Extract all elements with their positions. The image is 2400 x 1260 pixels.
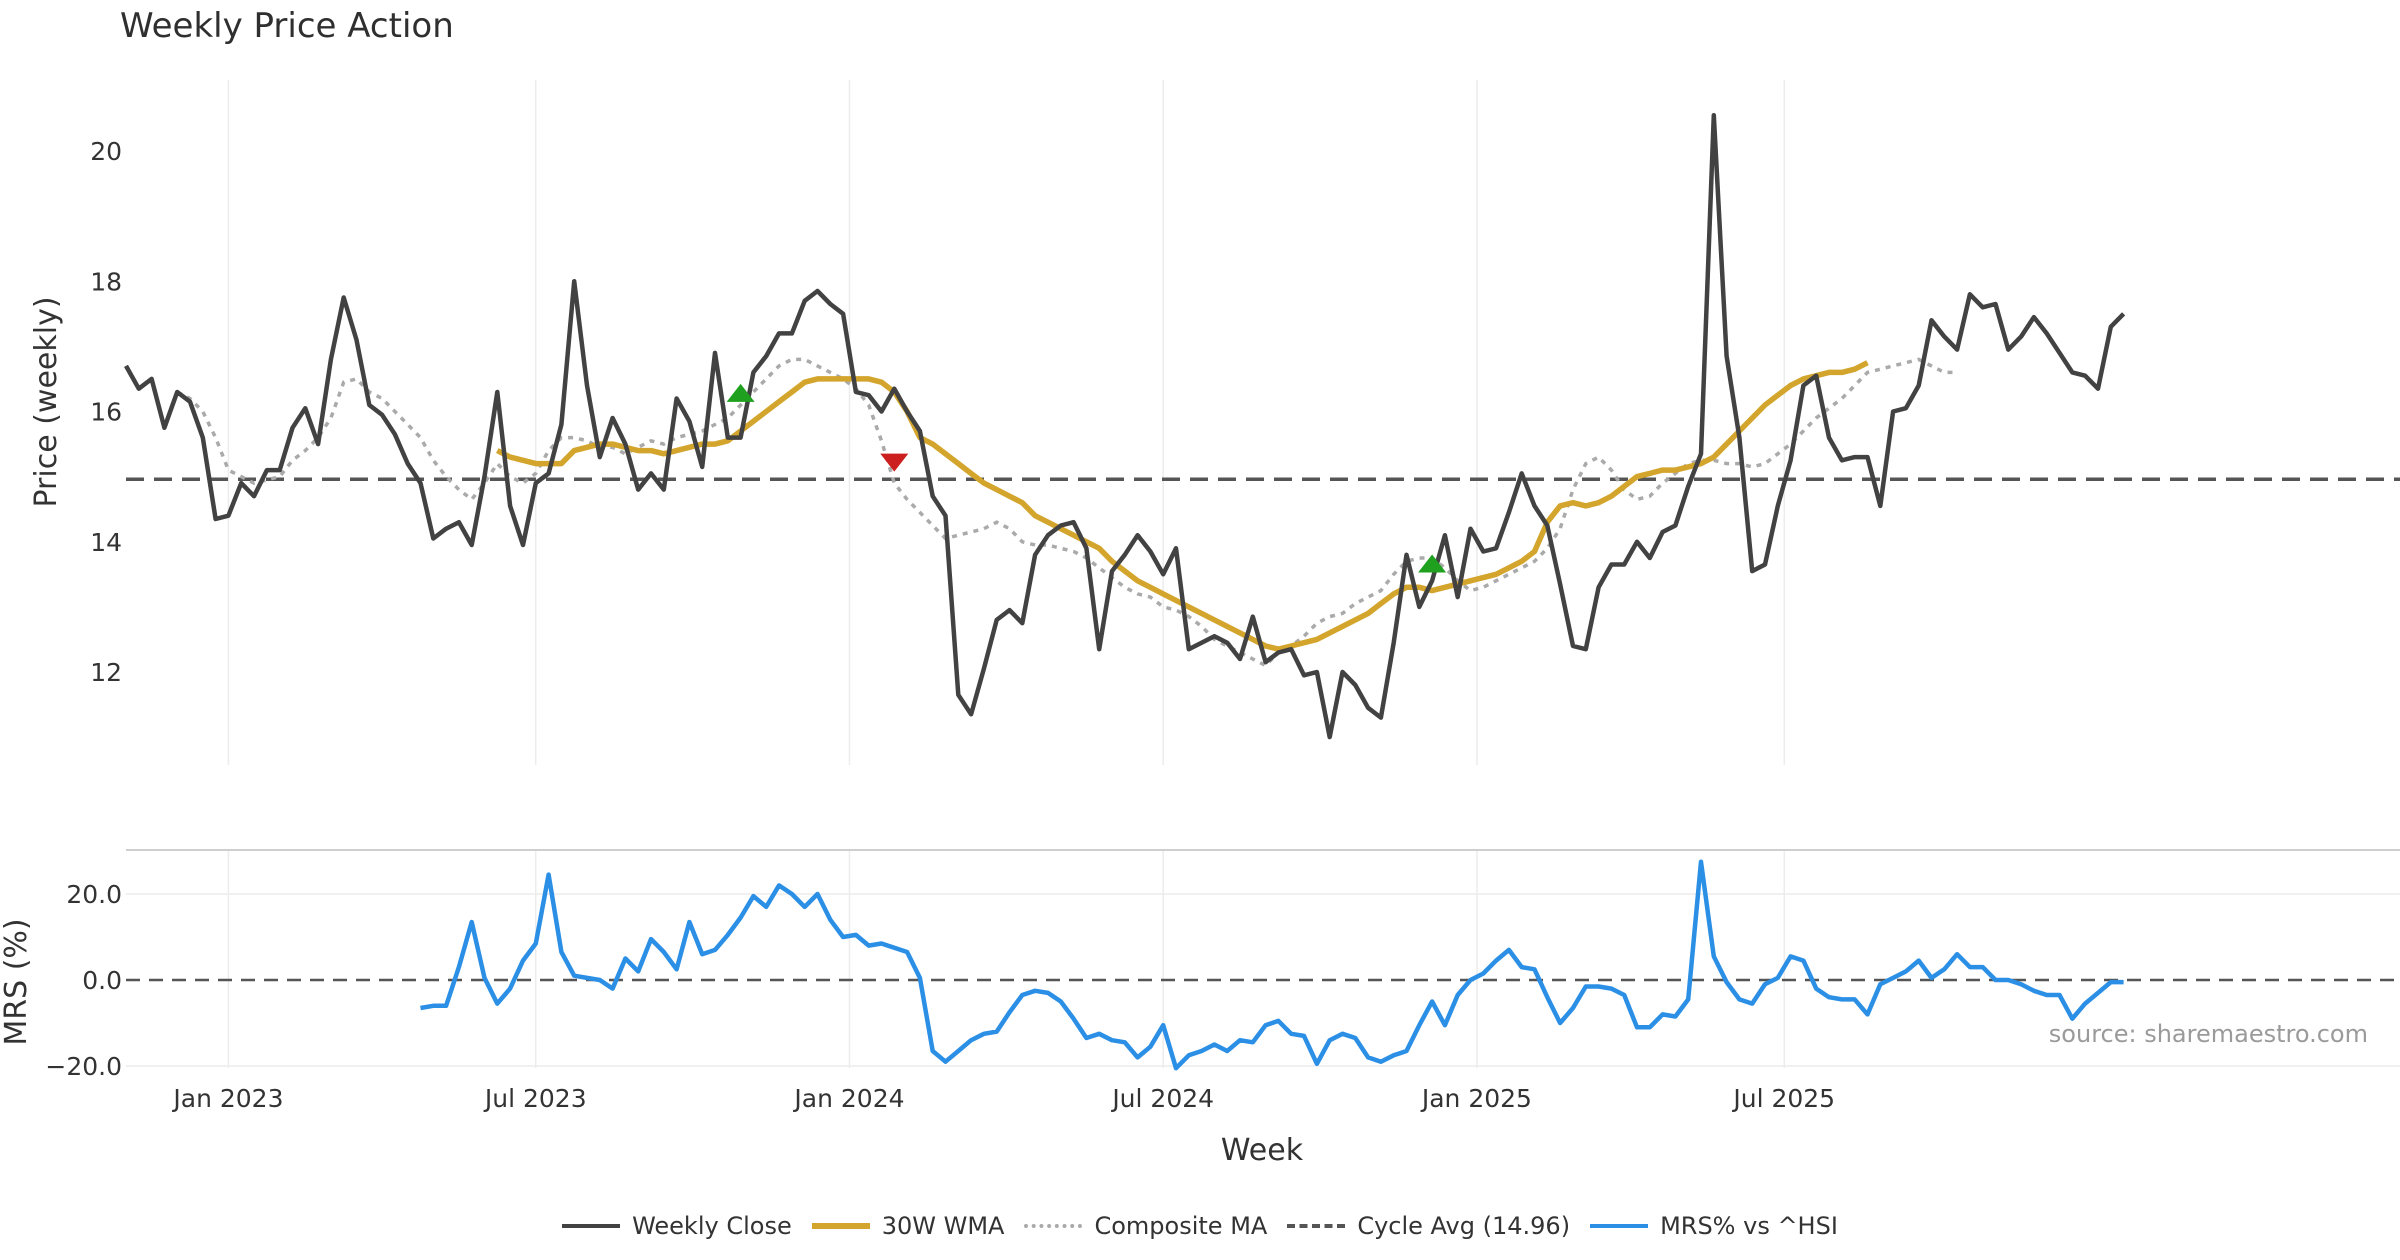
legend-swatch-composite	[1024, 1224, 1083, 1228]
legend-label: Composite MA	[1094, 1212, 1268, 1240]
x-ticks: Jan 2023 Jul 2023 Jan 2024 Jul 2024 Jan 2025…	[171, 1084, 1835, 1113]
x-tick-label: Jan 2025	[1420, 1084, 1532, 1113]
x-tick-label: Jul 2023	[483, 1084, 587, 1113]
mrs-y-tick-label: 20.0	[66, 880, 122, 909]
legend-label: Weekly Close	[632, 1212, 792, 1240]
chart-title: Weekly Price Action	[120, 6, 454, 46]
signal-markers	[726, 383, 1447, 573]
legend-swatch-wma	[811, 1223, 870, 1229]
weekly-close-line	[124, 112, 2126, 740]
source-credit: source: sharemaestro.com	[2048, 1020, 2368, 1048]
mrs-y-tick-label: −20.0	[45, 1052, 122, 1081]
sell-signal-marker	[880, 453, 909, 472]
buy-signal-marker	[1418, 554, 1447, 573]
mrs-y-axis-label: MRS (%)	[0, 918, 34, 1045]
price-y-ticks: 12 14 16 18 20	[90, 137, 122, 687]
x-tick-label: Jan 2024	[792, 1084, 904, 1113]
mrs-y-ticks: 20.0 0.0 −20.0	[45, 880, 122, 1081]
legend-item-weekly-close: Weekly Close	[562, 1212, 792, 1240]
legend-item-mrs: MRS% vs ^HSI	[1590, 1212, 1838, 1240]
price-y-tick-label: 18	[90, 267, 122, 296]
composite-ma-line	[176, 357, 1958, 668]
legend-swatch-cycle	[1287, 1224, 1346, 1228]
legend-label: 30W WMA	[881, 1212, 1005, 1240]
legend-item-composite-ma: Composite MA	[1024, 1212, 1267, 1240]
legend-item-30w-wma: 30W WMA	[811, 1212, 1005, 1240]
buy-signal-marker	[726, 383, 755, 402]
legend-item-cycle-avg: Cycle Avg (14.96)	[1287, 1212, 1570, 1240]
legend: Weekly Close 30W WMA Composite MA Cycle …	[0, 1212, 2400, 1240]
legend-label: MRS% vs ^HSI	[1660, 1212, 1838, 1240]
legend-swatch-close	[562, 1224, 621, 1228]
mrs-y-tick-label: 0.0	[82, 966, 122, 995]
price-grid	[227, 80, 1785, 765]
price-y-tick-label: 20	[90, 137, 122, 166]
x-tick-label: Jul 2024	[1110, 1084, 1214, 1113]
x-tick-label: Jul 2025	[1731, 1084, 1835, 1113]
legend-swatch-mrs	[1590, 1224, 1649, 1228]
price-y-tick-label: 16	[90, 398, 122, 427]
legend-label: Cycle Avg (14.96)	[1357, 1212, 1571, 1240]
price-y-axis-label: Price (weekly)	[29, 296, 64, 507]
price-y-tick-label: 12	[90, 658, 122, 687]
price-y-tick-label: 14	[90, 528, 122, 557]
x-axis-label: Week	[1221, 1133, 1304, 1168]
x-tick-label: Jan 2023	[171, 1084, 283, 1113]
mrs-line	[420, 859, 2124, 1071]
